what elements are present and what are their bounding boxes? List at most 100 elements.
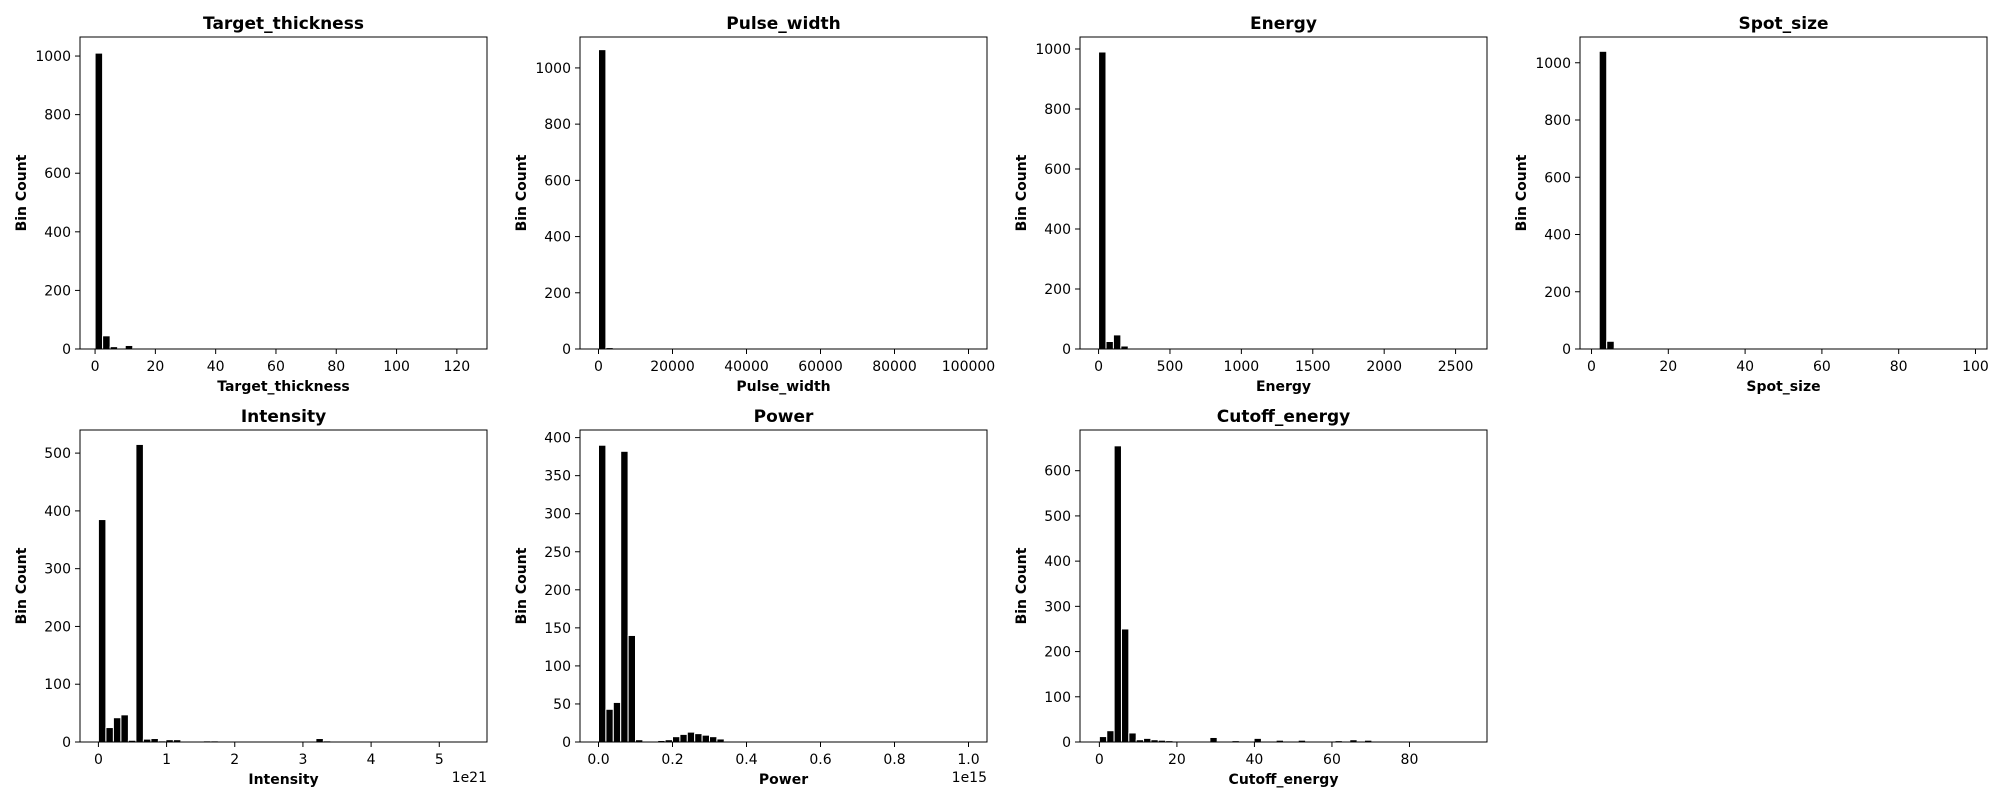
cutoff-energy-x-tick-label: 80 bbox=[1401, 752, 1419, 768]
power-x-tick-label: 0.0 bbox=[587, 752, 609, 768]
spot-size-x-axis-label: Spot_size bbox=[1746, 379, 1820, 395]
cutoff-energy-axes-frame bbox=[1079, 429, 1488, 743]
pulse-width-x-tick-label: 40000 bbox=[724, 359, 769, 375]
spot-size-y-tick-label: 600 bbox=[1544, 170, 1571, 186]
pulse-width-y-tick-label: 0 bbox=[562, 342, 571, 358]
pulse-width-y-axis-label: Bin Count bbox=[514, 154, 530, 231]
target-thickness-bar bbox=[102, 335, 111, 350]
power-y-tick-label: 300 bbox=[544, 507, 571, 523]
target-thickness-y-tick-label: 600 bbox=[44, 166, 71, 182]
cutoff-energy-x-axis-label: Cutoff_energy bbox=[1229, 772, 1339, 788]
pulse-width-histogram: 0 20000 40000 60000 80000 100000 0 200 400 600 800… bbox=[514, 14, 995, 395]
cutoff-energy-y-tick-label: 500 bbox=[1044, 509, 1071, 525]
pulse-width-y-tick-label: 800 bbox=[544, 117, 571, 133]
energy-x-tick-label: 0 bbox=[1094, 359, 1103, 375]
energy-bar bbox=[1098, 51, 1107, 350]
spot-size-y-axis-label: Bin Count bbox=[1514, 154, 1530, 231]
energy-y-tick-label: 800 bbox=[1044, 102, 1071, 118]
energy-histogram: 0 500 1000 1500 2000 2500 0 200 400 600 800 1000 Ene… bbox=[1014, 14, 1488, 395]
intensity-title: Intensity bbox=[241, 407, 326, 427]
spot-size-x-tick-label: 100 bbox=[1962, 359, 1989, 375]
power-bar bbox=[686, 731, 696, 743]
intensity-x-tick-label: 0 bbox=[94, 752, 103, 768]
power-histogram: 0.0 0.2 0.4 0.6 0.8 1.0 0 50 100 150 200 250 300 350 4… bbox=[514, 407, 988, 788]
energy-axes-frame bbox=[1079, 36, 1488, 350]
cutoff-energy-histogram: 0 20 40 60 80 0 100 200 300 400 500 600 Cutoff_energ… bbox=[1014, 407, 1488, 788]
cutoff-energy-bar bbox=[1253, 737, 1262, 743]
cutoff-energy-y-tick-label: 400 bbox=[1044, 554, 1071, 570]
power-y-tick-label: 250 bbox=[544, 545, 571, 561]
spot-size-x-tick-label: 0 bbox=[1587, 359, 1596, 375]
target-thickness-x-tick-label: 40 bbox=[207, 359, 225, 375]
spot-size-y-tick-label: 800 bbox=[1544, 113, 1571, 129]
spot-size-y-tick-label: 400 bbox=[1544, 228, 1571, 244]
pulse-width-y-tick-label: 1000 bbox=[535, 61, 571, 77]
energy-x-tick-label: 2000 bbox=[1366, 359, 1402, 375]
power-x-tick-label: 0.6 bbox=[809, 752, 831, 768]
energy-y-tick-label: 0 bbox=[1062, 342, 1071, 358]
power-x-axis-label: Power bbox=[759, 772, 808, 788]
target-thickness-x-tick-label: 0 bbox=[91, 359, 100, 375]
pulse-width-x-tick-label: 0 bbox=[594, 359, 603, 375]
intensity-histogram: 0 1 2 3 4 5 0 100 200 300 400 500 Intensity Intensity… bbox=[14, 407, 488, 788]
power-y-tick-label: 50 bbox=[553, 697, 571, 713]
target-thickness-x-tick-label: 80 bbox=[327, 359, 345, 375]
power-axes-frame bbox=[579, 429, 988, 743]
intensity-x-offset-label: 1e21 bbox=[452, 770, 487, 786]
spot-size-bar bbox=[1598, 50, 1608, 350]
cutoff-energy-x-tick-label: 60 bbox=[1323, 752, 1341, 768]
cutoff-energy-bar bbox=[1120, 628, 1130, 743]
power-x-tick-label: 0.2 bbox=[661, 752, 683, 768]
pulse-width-x-axis-label: Pulse_width bbox=[736, 379, 830, 395]
pulse-width-axes-frame bbox=[579, 36, 988, 350]
pulse-width-y-tick-label: 200 bbox=[544, 286, 571, 302]
power-y-tick-label: 200 bbox=[544, 583, 571, 599]
target-thickness-title: Target_thickness bbox=[203, 14, 364, 34]
energy-y-tick-label: 600 bbox=[1044, 162, 1071, 178]
power-bar bbox=[620, 450, 629, 743]
energy-bar bbox=[1105, 341, 1114, 350]
intensity-x-tick-label: 1 bbox=[162, 752, 171, 768]
intensity-y-tick-label: 400 bbox=[44, 504, 71, 520]
spot-size-y-tick-label: 1000 bbox=[1535, 56, 1571, 72]
energy-x-tick-label: 1000 bbox=[1224, 359, 1260, 375]
spot-size-x-tick-label: 80 bbox=[1890, 359, 1908, 375]
power-x-offset-label: 1e15 bbox=[952, 770, 987, 786]
cutoff-energy-bar bbox=[1106, 730, 1115, 743]
power-y-tick-label: 400 bbox=[544, 431, 571, 447]
power-bar bbox=[612, 701, 622, 743]
spot-size-title: Spot_size bbox=[1738, 14, 1828, 34]
intensity-x-tick-label: 5 bbox=[435, 752, 444, 768]
power-bar bbox=[701, 734, 710, 743]
energy-y-tick-label: 1000 bbox=[1035, 42, 1071, 58]
cutoff-energy-bar bbox=[1113, 445, 1122, 743]
pulse-width-x-tick-label: 20000 bbox=[650, 359, 695, 375]
intensity-x-tick-label: 3 bbox=[298, 752, 307, 768]
intensity-y-tick-label: 200 bbox=[44, 619, 71, 635]
cutoff-energy-y-tick-label: 100 bbox=[1044, 690, 1071, 706]
intensity-bar bbox=[120, 714, 129, 743]
pulse-width-x-tick-label: 80000 bbox=[872, 359, 917, 375]
power-y-tick-label: 0 bbox=[562, 735, 571, 751]
cutoff-energy-y-tick-label: 600 bbox=[1044, 464, 1071, 480]
power-title: Power bbox=[754, 407, 814, 427]
pulse-width-bar bbox=[598, 49, 607, 350]
energy-x-tick-label: 2500 bbox=[1438, 359, 1474, 375]
pulse-width-y-tick-label: 400 bbox=[544, 230, 571, 246]
energy-title: Energy bbox=[1250, 14, 1317, 34]
power-y-tick-label: 150 bbox=[544, 621, 571, 637]
intensity-y-tick-label: 300 bbox=[44, 562, 71, 578]
target-thickness-axes-frame bbox=[79, 36, 488, 350]
cutoff-energy-y-axis-label: Bin Count bbox=[1014, 547, 1030, 624]
target-thickness-y-tick-label: 1000 bbox=[35, 49, 71, 65]
target-thickness-y-axis-label: Bin Count bbox=[14, 154, 30, 231]
cutoff-energy-bar bbox=[1209, 736, 1218, 743]
energy-x-tick-label: 500 bbox=[1157, 359, 1184, 375]
target-thickness-bar bbox=[124, 344, 134, 350]
intensity-bar bbox=[315, 738, 324, 743]
intensity-x-tick-label: 2 bbox=[230, 752, 239, 768]
energy-y-axis-label: Bin Count bbox=[1014, 154, 1030, 231]
spot-size-bar bbox=[1606, 340, 1615, 350]
cutoff-energy-x-tick-label: 0 bbox=[1095, 752, 1104, 768]
